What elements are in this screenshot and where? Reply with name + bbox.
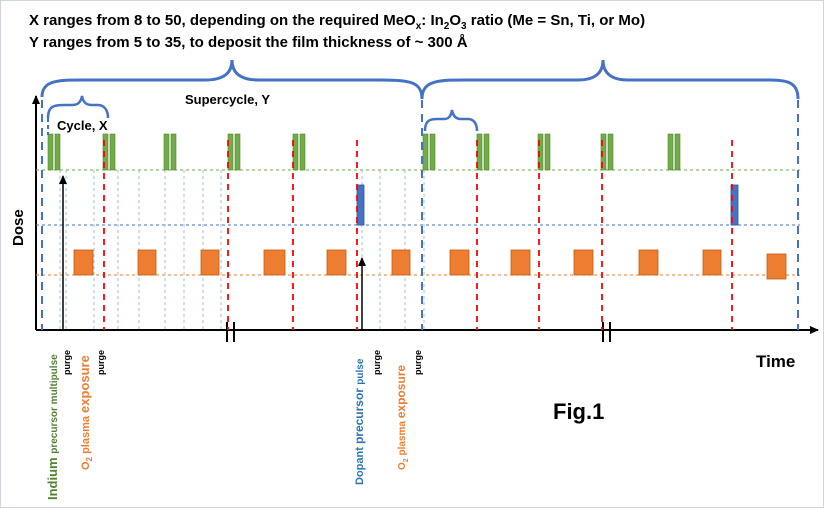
o2-plasma-pulse [766, 253, 787, 280]
o2-plasma-pulse [391, 249, 411, 276]
header-line-1: X ranges from 8 to 50, depending on the … [29, 12, 645, 32]
indium-pulse [600, 133, 607, 171]
indium-pulse [422, 133, 429, 171]
indium-pulse [429, 133, 436, 171]
o2-plasma-pulse [510, 249, 531, 276]
purge-label-3: purge [372, 350, 382, 375]
indium-pulse [170, 133, 177, 171]
o2-plasma-pulse [326, 249, 347, 276]
o2-plasma-pulse [449, 249, 470, 276]
o2-plasma-label-1: O2 plasma exposure [77, 355, 94, 470]
axis-break-1 [222, 322, 240, 342]
indium-pulse [234, 133, 241, 171]
indium-pulse [607, 133, 614, 171]
indium-pulse [667, 133, 674, 171]
supercycle-brace-2 [420, 59, 800, 100]
purge-label-1: purge [62, 350, 72, 375]
dose-level-guides [36, 169, 800, 330]
indium-pulse [537, 133, 544, 171]
dose-axis-label: Dose [10, 209, 27, 246]
time-axis-label: Time [756, 352, 795, 371]
cycle-label: Cycle, X [57, 118, 108, 133]
dopant-precursor-label: Dopant precursor pulse [352, 358, 366, 485]
indium-pulse [102, 133, 109, 171]
indium-pulse [483, 133, 490, 171]
o2-plasma-pulse [263, 249, 286, 276]
indium-precursor-label: Indium precursor multipulse [45, 354, 60, 500]
axes [32, 95, 819, 334]
supercycle-brace-1 [40, 59, 424, 100]
step-divider-lines [41, 100, 799, 330]
o2-plasma-pulse [638, 249, 659, 276]
supercycle-label: Supercycle, Y [185, 92, 270, 107]
o2-plasma-label-2: O2 plasma exposure [394, 365, 410, 470]
dopant-pulse [730, 184, 739, 226]
pulse-blocks [47, 133, 787, 280]
indium-pulse [47, 133, 54, 171]
cycle-brace-2 [423, 109, 479, 132]
indium-pulse [544, 133, 551, 171]
indium-pulse [299, 133, 306, 171]
o2-plasma-pulse [73, 249, 94, 276]
o2-plasma-pulse [200, 249, 220, 276]
indium-pulse [163, 133, 170, 171]
header-line-2: Y ranges from 5 to 35, to deposit the fi… [29, 34, 468, 51]
o2-plasma-pulse [137, 249, 157, 276]
indium-pulse [54, 133, 61, 171]
o2-plasma-pulse [702, 249, 722, 276]
indium-pulse [674, 133, 681, 171]
dopant-pulse [356, 184, 365, 226]
indium-pulse [109, 133, 116, 171]
purge-label-4: purge [413, 350, 423, 375]
o2-plasma-pulse [573, 249, 594, 276]
purge-label-2: purge [96, 350, 106, 375]
cycle-brace-1 [46, 95, 110, 119]
figure-label: Fig.1 [553, 399, 604, 424]
axis-break-2 [598, 322, 616, 342]
